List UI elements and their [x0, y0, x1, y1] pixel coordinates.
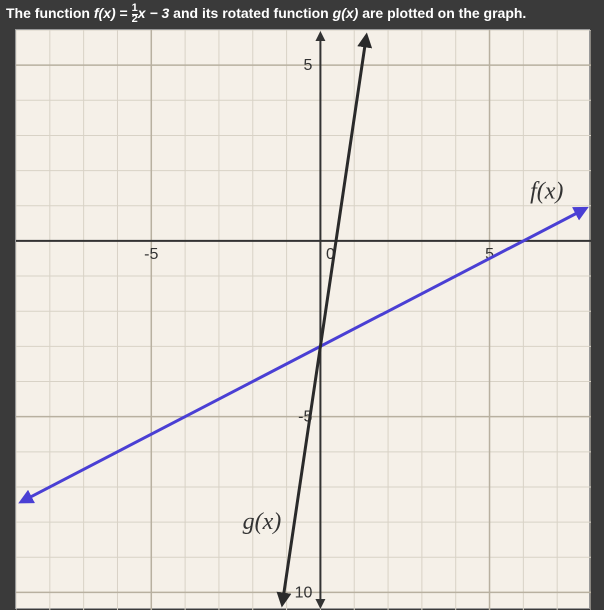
line-g: [282, 40, 365, 600]
graph-area: -5055-510f(x)g(x): [15, 29, 590, 609]
svg-text:-5: -5: [144, 246, 158, 263]
svg-text:5: 5: [303, 57, 312, 74]
chart-title: The function f(x) = 12x − 3 and its rota…: [0, 0, 604, 29]
svg-text:10: 10: [294, 584, 312, 601]
label-fx: f(x): [530, 179, 563, 205]
chart-svg: -5055-510f(x)g(x): [16, 30, 591, 610]
label-gx: g(x): [242, 509, 281, 535]
